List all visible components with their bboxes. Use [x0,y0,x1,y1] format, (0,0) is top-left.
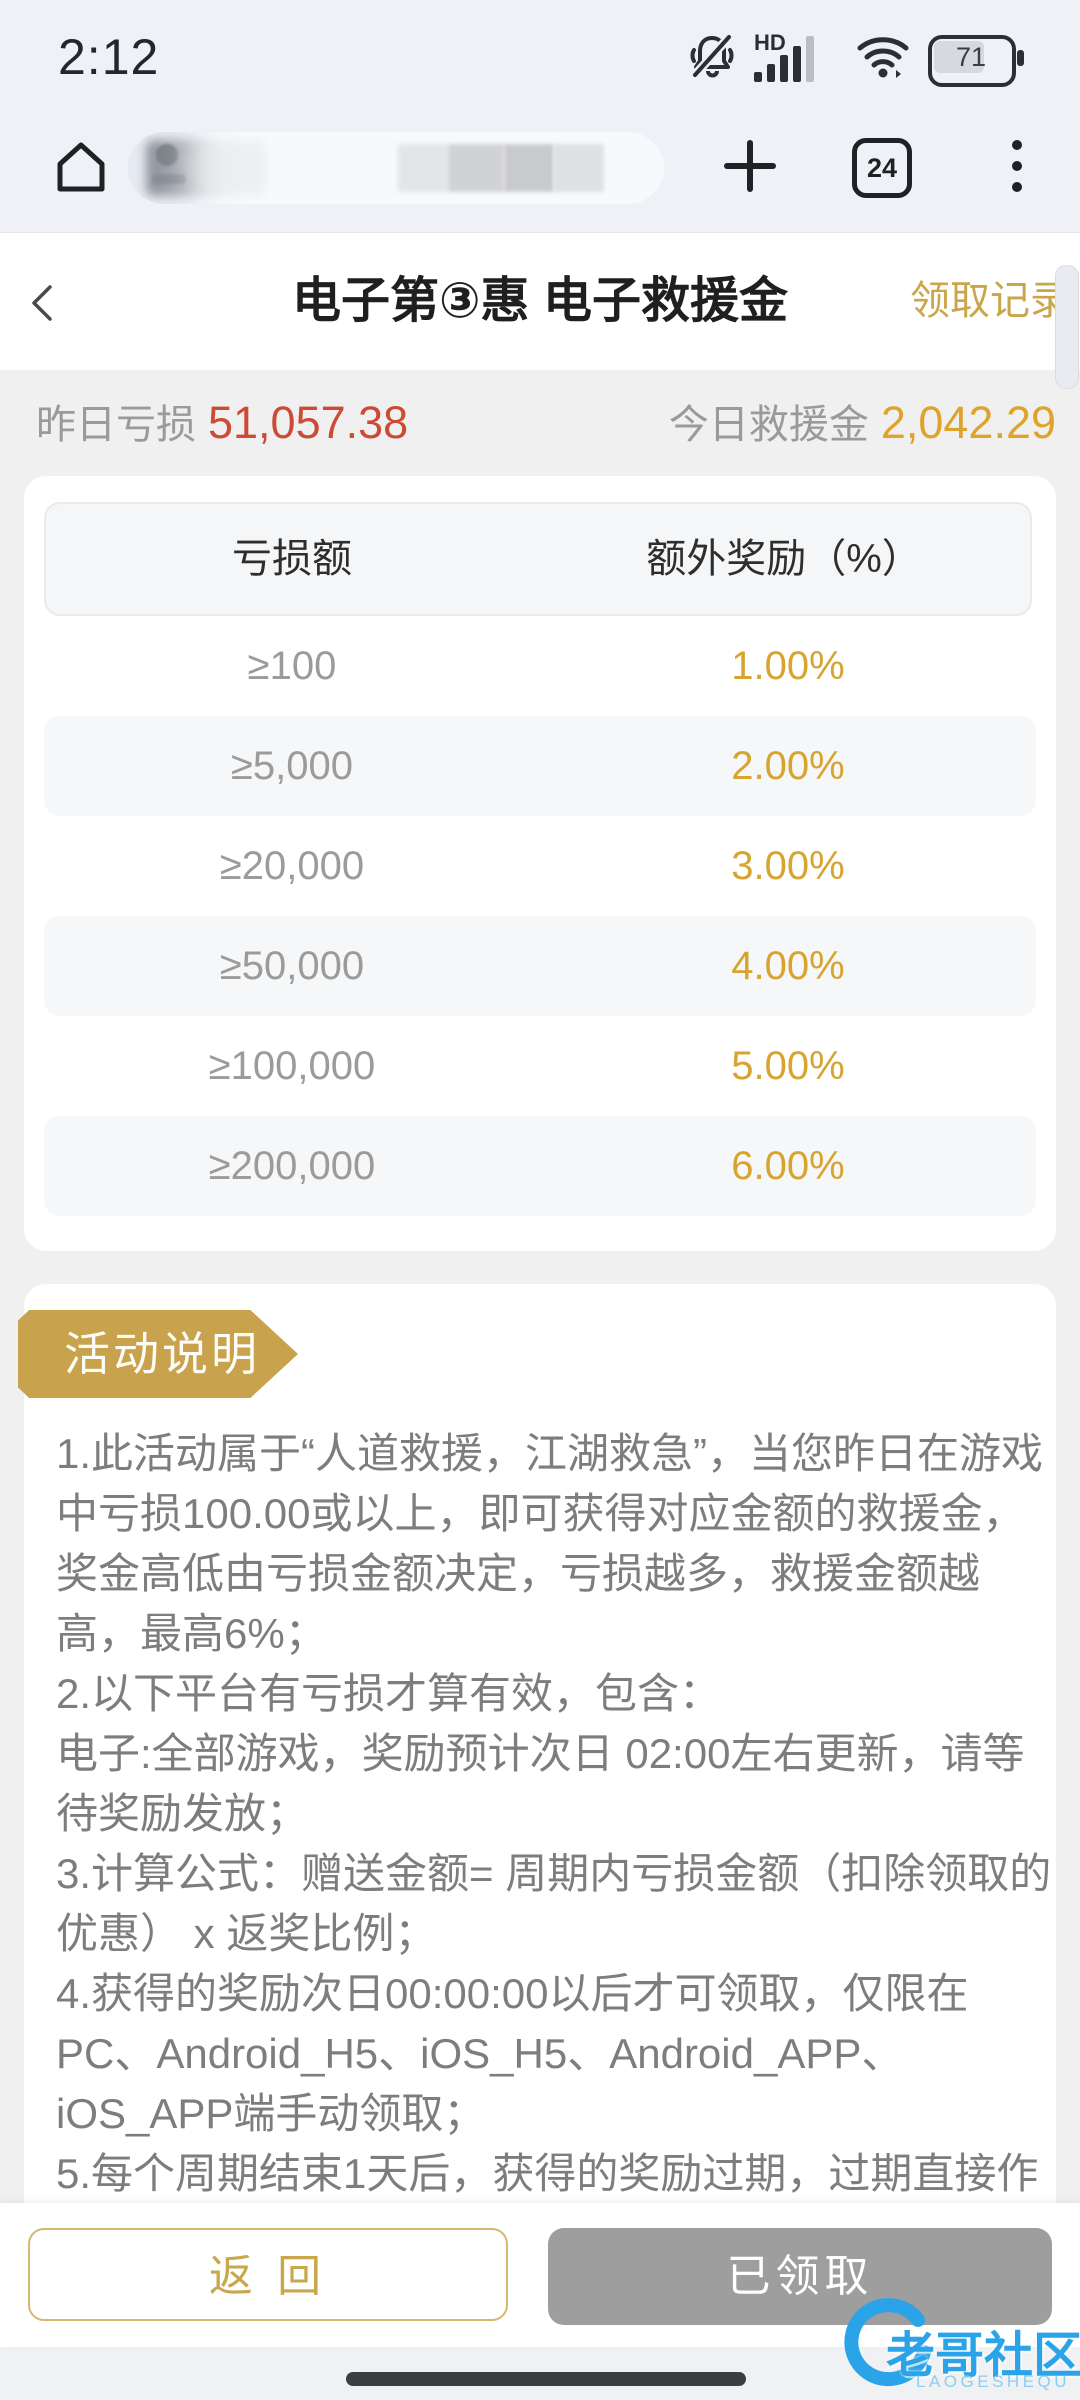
bonus-cell: 1.00% [731,644,845,688]
yesterday-loss-label: 昨日亏损 [36,403,196,447]
yesterday-loss: 昨日亏损 51,057.38 [36,370,408,476]
col-bonus-header: 额外奖励（%） [646,537,922,581]
today-rescue-label: 今日救援金 [668,403,869,447]
status-icons: HD 71 [686,30,1024,87]
claim-history-link[interactable]: 领取记录 [910,279,1070,323]
scrollbar-thumb[interactable] [1055,265,1079,389]
page-header: 电子第③惠 电子救援金 领取记录 [0,232,1080,371]
gesture-handle[interactable] [346,2372,746,2386]
back-button[interactable]: 返 回 [28,2228,508,2321]
yesterday-loss-value: 51,057.38 [208,397,409,448]
rules-ribbon: 活动说明 [18,1310,298,1398]
address-bar[interactable] [128,132,664,204]
table-row: ≥20,000 3.00% [44,816,1036,916]
loss-cell: ≥50,000 [219,944,365,988]
tier-table-body: ≥100 1.00% ≥5,000 2.00% ≥20,000 3.00% [44,616,1036,1216]
table-row: ≥100,000 5.00% [44,1016,1036,1116]
bonus-cell: 5.00% [731,1044,845,1088]
rule-paragraph: 1.此活动属于“人道救援，江湖救急”，当您昨日在游戏中亏损100.00或以上，即… [56,1430,1044,1657]
bonus-cell: 2.00% [731,744,845,788]
wifi-icon [854,30,912,87]
claimed-button[interactable]: 已领取 [548,2228,1052,2325]
status-bar: 2:12 HD [0,0,1080,110]
tier-table-header: 亏损额 额外奖励（%） [44,502,1032,616]
bonus-cell: 6.00% [731,1144,845,1188]
bonus-cell: 3.00% [731,844,845,888]
loss-cell: ≥200,000 [208,1144,376,1188]
watermark-title: 老哥社区 [886,2329,1080,2383]
footer-bar: 返 回 已领取 [0,2203,1080,2347]
hd-signal-icon: HD [754,30,838,86]
home-icon[interactable] [48,134,114,205]
laogeshequ-watermark: 老哥社区 LAOGESHEQU [842,2290,1080,2395]
page-title: 电子第③惠 电子救援金 [291,274,789,328]
table-row: ≥50,000 4.00% [44,916,1036,1016]
battery-icon: 71 [928,33,1024,87]
bonus-cell: 4.00% [731,944,845,988]
watermark-logo-icon [842,2296,934,2393]
summary-row: 昨日亏损 51,057.38 今日救援金 2,042.29 [24,370,1056,476]
page-content: 昨日亏损 51,057.38 今日救援金 2,042.29 亏损额 额外奖励（%） … [0,370,1080,2400]
back-chevron-icon[interactable] [22,281,66,330]
tab-counter[interactable]: 24 [852,138,912,198]
tier-table-card: 亏损额 额外奖励（%） ≥100 1.00% ≥5,000 2.00% [24,476,1056,1251]
today-rescue: 今日救援金 2,042.29 [669,370,1056,476]
col-loss-header: 亏损额 [232,537,352,581]
rule-paragraph: 3.计算公式：赠送金额= 周期内亏损金额（扣除领取的优惠） x 返奖比例； [56,1850,1052,1957]
new-tab-plus-icon[interactable] [722,138,778,194]
rules-ribbon-label: 活动说明 [64,1328,260,1380]
rule-paragraph: 2.以下平台有亏损才算有效，包含： [56,1670,722,1717]
loss-cell: ≥5,000 [230,744,354,788]
rule-paragraph: 4.获得的奖励次日00:00:00以后才可领取，仅限在PC、Android_H5… [56,1970,969,2137]
table-row: ≥100 1.00% [44,616,1036,716]
browser-toolbar: 24 [0,110,1080,232]
today-rescue-value: 2,042.29 [880,397,1056,448]
table-row: ≥5,000 2.00% [44,716,1036,816]
overflow-menu-icon[interactable] [1012,138,1022,194]
loss-cell: ≥100 [247,644,337,688]
table-row: ≥200,000 6.00% [44,1116,1036,1216]
status-clock: 2:12 [58,29,160,85]
rule-paragraph: 电子:全部游戏，奖励预计次日 02:00左右更新，请等待奖励发放； [56,1730,1025,1837]
battery-percent: 71 [955,42,987,72]
loss-cell: ≥100,000 [208,1044,376,1088]
loss-cell: ≥20,000 [219,844,365,888]
ringer-muted-icon [686,30,738,87]
watermark-subtitle: LAOGESHEQU [916,2372,1071,2391]
